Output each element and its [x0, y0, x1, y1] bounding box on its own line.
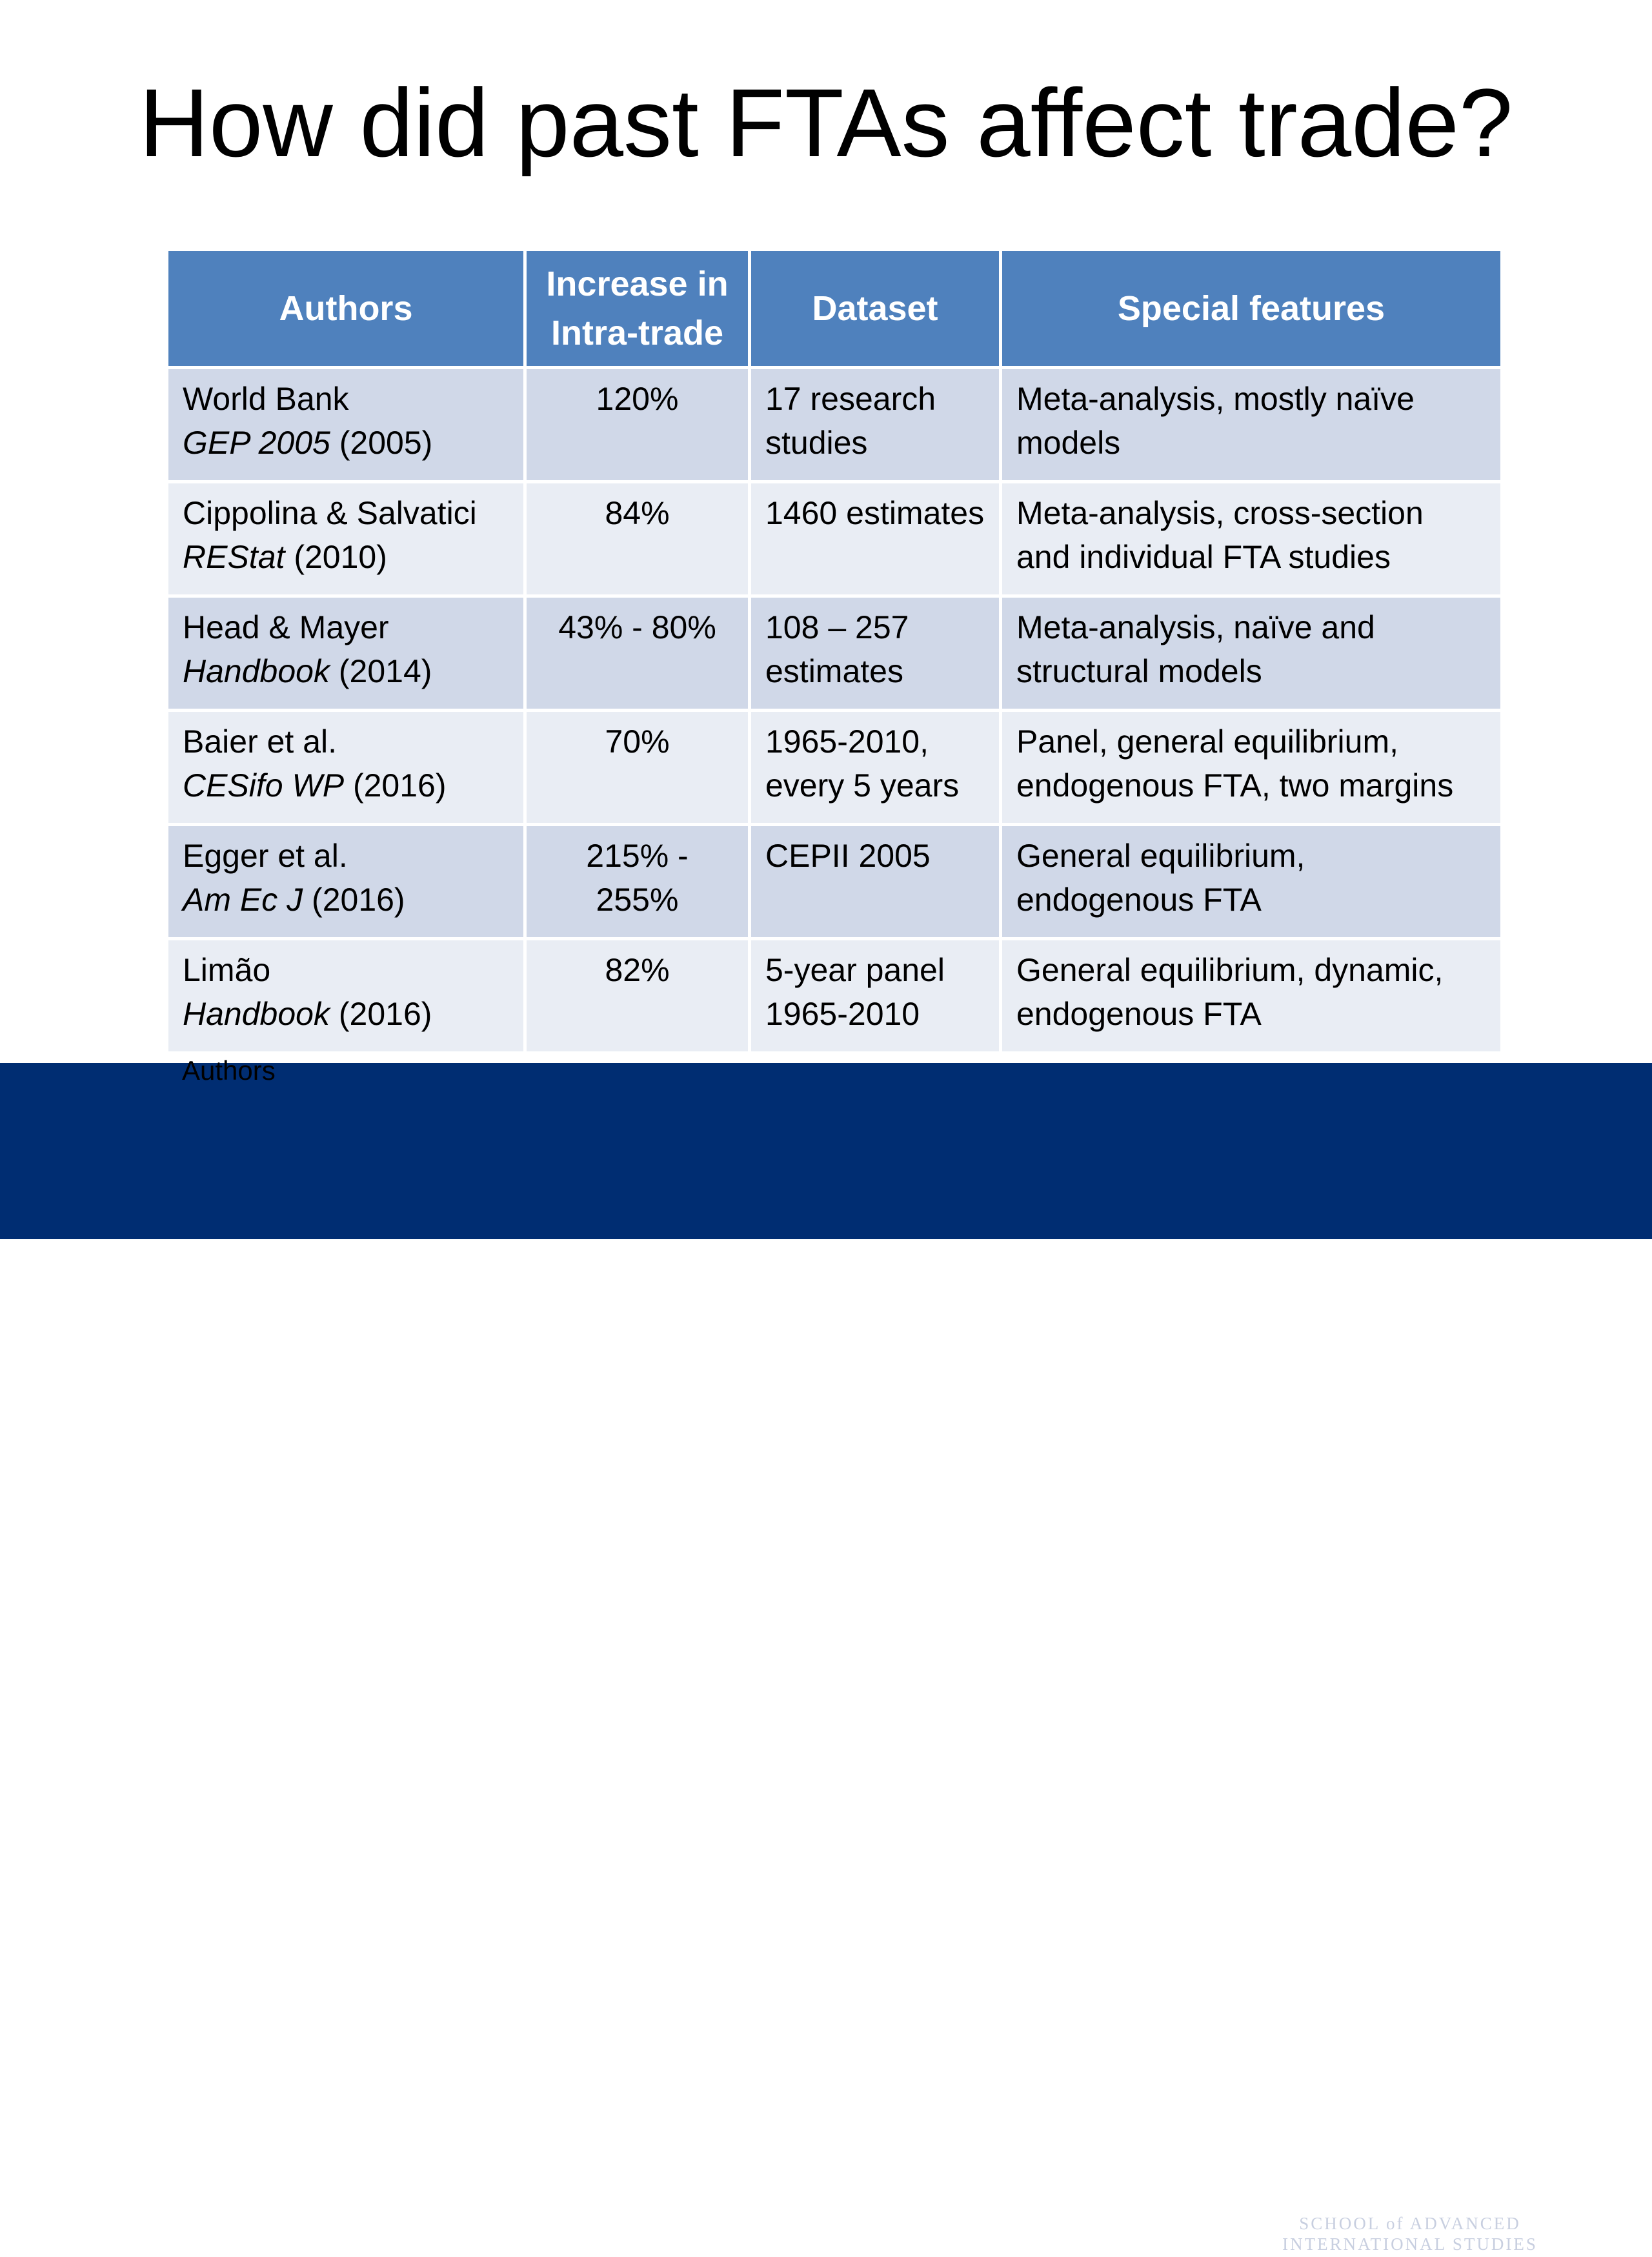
- cell-dataset: 1965-2010, every 5 years: [751, 712, 999, 823]
- cell-dataset: 5-year panel 1965-2010: [751, 940, 999, 1051]
- table-row: Limão Handbook (2016) 82% 5-year panel 19…: [168, 940, 1500, 1051]
- shield-label: SAIS: [1208, 2169, 1247, 2189]
- author-name: Egger et al.: [183, 838, 348, 874]
- cell-authors: World Bank GEP 2005 (2005): [168, 369, 523, 480]
- table-row: World Bank GEP 2005 (2005) 120% 17 resear…: [168, 369, 1500, 480]
- cell-features: Meta-analysis, cross-section and individ…: [1002, 483, 1500, 594]
- cell-features: Meta-analysis, naïve and structural mode…: [1002, 598, 1500, 709]
- source-publication: CESifo WP: [183, 767, 345, 804]
- cell-increase: 84%: [527, 483, 748, 594]
- jhu-sais-logo: SAIS JOHNS HOPKINS SCHOOL of ADVANCED IN…: [1197, 2160, 1564, 2257]
- table-row: Head & Mayer Handbook (2014) 43% - 80% 10…: [168, 598, 1500, 709]
- cell-authors: Cippolina & Salvatici REStat (2010): [168, 483, 523, 594]
- table-row: Egger et al. Am Ec J (2016) 215% - 255% C…: [168, 826, 1500, 937]
- cell-features: General equilibrium, dynamic, endogenous…: [1002, 940, 1500, 1051]
- author-name: Head & Mayer: [183, 609, 389, 645]
- cell-authors: Limão Handbook (2016): [168, 940, 523, 1051]
- cell-features: Meta-analysis, mostly naïve models: [1002, 369, 1500, 480]
- footer-bar: SAIS JOHNS HOPKINS SCHOOL of ADVANCED IN…: [0, 1063, 1652, 2254]
- source-publication: Handbook: [183, 653, 330, 689]
- source-year: (2016): [338, 996, 432, 1032]
- logo-line-2: INTERNATIONAL STUDIES: [1282, 2234, 1538, 2254]
- source-publication: GEP 2005: [183, 425, 330, 461]
- header-dataset: Dataset: [751, 251, 999, 366]
- logo-school: SCHOOL of ADVANCED INTERNATIONAL STUDIES: [1281, 2213, 1539, 2254]
- header-special-features: Special features: [1002, 251, 1500, 366]
- header-authors: Authors: [168, 251, 523, 366]
- cell-dataset: 17 research studies: [751, 369, 999, 480]
- cell-features: Panel, general equilibrium, endogenous F…: [1002, 712, 1500, 823]
- fta-studies-table: Authors Increase in Intra-trade Dataset …: [165, 248, 1504, 1055]
- table-header-row: Authors Increase in Intra-trade Dataset …: [168, 251, 1500, 366]
- cell-authors: Head & Mayer Handbook (2014): [168, 598, 523, 709]
- author-name: Baier et al.: [183, 724, 337, 760]
- cell-dataset: CEPII 2005: [751, 826, 999, 937]
- footer-note: Authors: [182, 1055, 276, 1086]
- cell-increase: 43% - 80%: [527, 598, 748, 709]
- source-publication: Handbook: [183, 996, 330, 1032]
- cell-increase: 70%: [527, 712, 748, 823]
- author-name: Limão: [183, 952, 271, 988]
- author-name: Cippolina & Salvatici: [183, 495, 477, 531]
- source-year: (2014): [338, 653, 432, 689]
- cell-authors: Baier et al. CESifo WP (2016): [168, 712, 523, 823]
- cell-dataset: 1460 estimates: [751, 483, 999, 594]
- logo-name: JOHNS HOPKINS: [1268, 2166, 1565, 2208]
- source-year: (2010): [294, 539, 387, 575]
- source-year: (2016): [312, 882, 405, 918]
- slide-title: How did past FTAs affect trade?: [139, 68, 1513, 177]
- shield-globe-icon: SAIS: [1200, 2163, 1256, 2231]
- source-publication: Am Ec J: [183, 882, 303, 918]
- cell-increase: 82%: [527, 940, 748, 1051]
- table-row: Cippolina & Salvatici REStat (2010) 84% 1…: [168, 483, 1500, 594]
- cell-increase: 120%: [527, 369, 748, 480]
- cell-authors: Egger et al. Am Ec J (2016): [168, 826, 523, 937]
- cell-features: General equilibrium, endogenous FTA: [1002, 826, 1500, 937]
- cell-dataset: 108 – 257 estimates: [751, 598, 999, 709]
- table-row: Baier et al. CESifo WP (2016) 70% 1965-20…: [168, 712, 1500, 823]
- author-name: World Bank: [183, 381, 349, 417]
- source-year: (2005): [339, 425, 433, 461]
- cell-increase: 215% - 255%: [527, 826, 748, 937]
- source-publication: REStat: [183, 539, 285, 575]
- logo-line-1: SCHOOL of ADVANCED: [1299, 2214, 1521, 2233]
- header-increase: Increase in Intra-trade: [527, 251, 748, 366]
- source-year: (2016): [352, 767, 447, 804]
